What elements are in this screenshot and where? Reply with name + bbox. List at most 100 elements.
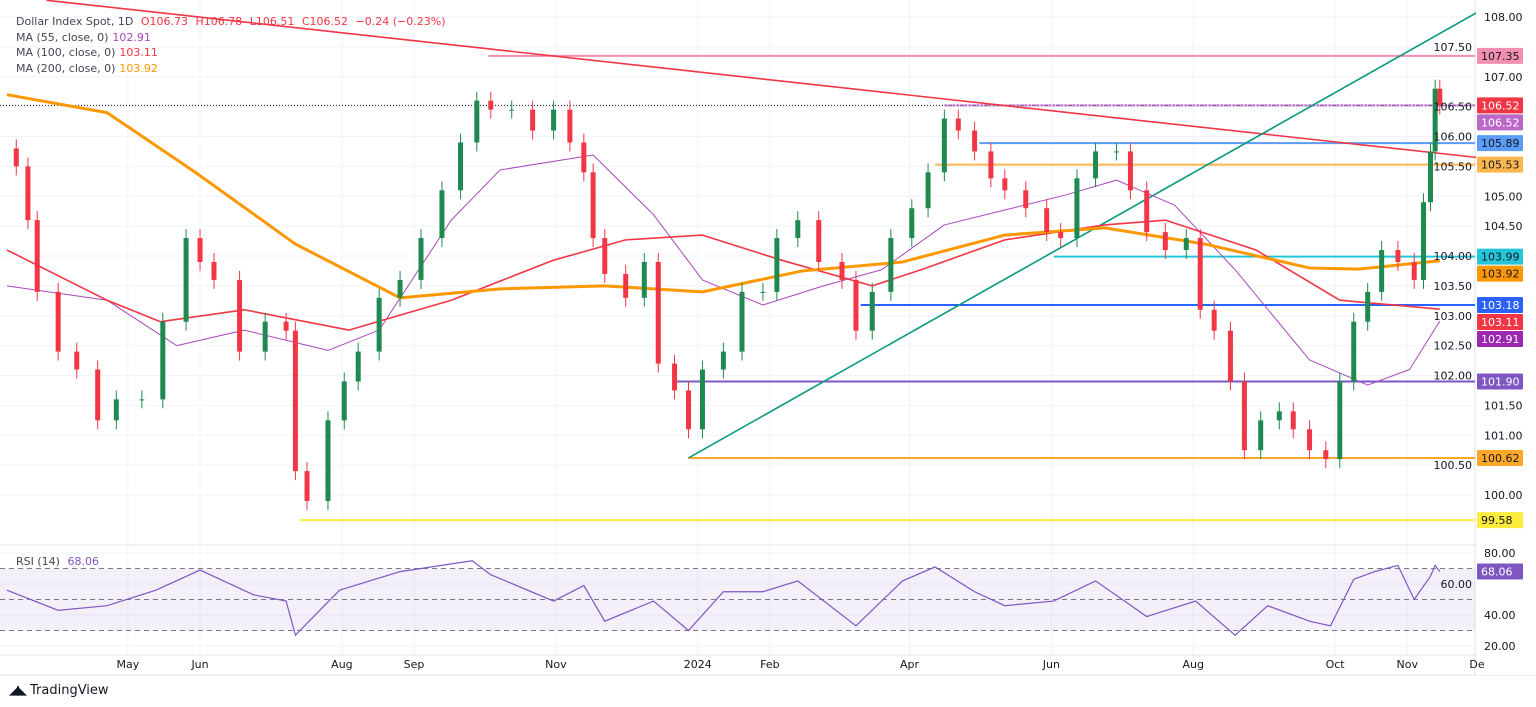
candle-body (774, 238, 780, 292)
candle-body (1258, 420, 1264, 451)
time-tick: Jun (190, 658, 208, 671)
level-badge-106.52-bg (1477, 114, 1523, 131)
level-badge-105.89-bg (1477, 135, 1523, 152)
price-tick: 106.00 (1434, 131, 1473, 144)
level-badge-105.89: 105.89 (1481, 137, 1520, 150)
candle-body (1337, 381, 1343, 460)
candle-body (1241, 381, 1247, 451)
candle-body (1044, 208, 1050, 233)
ma200-value: 103.92 (119, 61, 158, 75)
candle-body (795, 220, 801, 239)
candle-body (1323, 450, 1329, 460)
grid (0, 0, 1536, 676)
ma100-value: 103.11 (119, 46, 158, 59)
candle-body (720, 351, 726, 370)
candle-body (1365, 291, 1371, 322)
candle-body (439, 190, 445, 239)
level-badge-103.18-bg (1477, 296, 1523, 313)
rsi-legend[interactable]: RSI (14) 68.06 (16, 555, 99, 568)
candle-body (1395, 250, 1401, 262)
time-tick: Aug (1182, 658, 1203, 671)
candle-body (760, 291, 766, 293)
time-tick: Aug (331, 658, 352, 671)
level-badge-107.35: 107.35 (1481, 50, 1520, 63)
candle-body (655, 261, 661, 364)
candle-body (925, 172, 931, 209)
ma-badge-103.11: 103.11 (1481, 316, 1520, 329)
candle-body (160, 321, 166, 400)
price-tick: 101.50 (1484, 399, 1523, 412)
candle-body (1074, 178, 1080, 239)
candle-body (816, 220, 822, 262)
moving-averages (6, 93, 1441, 386)
candle-body (95, 369, 101, 421)
ma-badge-103.92: 103.92 (1481, 268, 1520, 281)
candle-body (1307, 429, 1313, 451)
ma-badge-102.91-bg (1477, 330, 1523, 347)
candle-body (941, 118, 947, 173)
candle-body (1197, 238, 1203, 310)
candle-body (1127, 151, 1133, 191)
candle-body (262, 321, 268, 352)
candle-body (1437, 88, 1443, 106)
time-tick: Feb (760, 658, 779, 671)
candle-body (325, 420, 331, 501)
high-value: H106.78 (195, 15, 243, 28)
rsi-label: RSI (14) (16, 555, 60, 568)
ma100-legend[interactable]: MA (100, close, 0) 103.11 (16, 45, 446, 61)
candle-body (55, 291, 61, 352)
symbol-legend: Dollar Index Spot, 1D O106.73 H106.78 L1… (16, 14, 446, 30)
rsi-tick: 20.00 (1484, 640, 1516, 653)
level-badge-100.62-bg (1477, 449, 1523, 466)
level-badge-103.99-bg (1477, 248, 1523, 265)
candle-body (197, 238, 203, 262)
time-axis[interactable]: May Jun Aug Sep Nov 2024 Feb Apr Jun Aug Oct Nov De (117, 658, 1485, 671)
candle-body (581, 142, 587, 173)
candle-body (739, 291, 745, 352)
candle-body (74, 351, 80, 370)
rsi-badge: 68.06 (1481, 566, 1513, 579)
rsi-value: 68.06 (67, 555, 99, 568)
candle-body (113, 399, 119, 421)
chart-legend: Dollar Index Spot, 1D O106.73 H106.78 L1… (16, 14, 446, 76)
candle-body (418, 238, 424, 280)
candle-body (211, 261, 217, 280)
candle-body (509, 109, 515, 111)
price-axis[interactable]: 100.00 100.50 101.00 101.50 102.00 102.50 103.… (1434, 0, 1536, 675)
time-tick: Oct (1326, 658, 1346, 671)
time-tick: Nov (545, 658, 567, 671)
candle-body (623, 273, 629, 298)
level-badge-99.58: 99.58 (1481, 514, 1513, 527)
time-tick: May (117, 658, 140, 671)
candle-body (853, 279, 859, 331)
candle-body (1421, 202, 1427, 280)
level-badge-103.18: 103.18 (1481, 299, 1520, 312)
tradingview-brand[interactable]: ◢◣ TradingView (9, 683, 109, 698)
ma200-legend[interactable]: MA (200, close, 0) 103.92 (16, 61, 446, 77)
candle-body (1023, 190, 1029, 209)
level-badge-101.90-bg (1477, 373, 1523, 390)
candle-body (567, 109, 573, 143)
rsi-tick: 60.00 (1441, 578, 1473, 591)
uptrend-line (688, 9, 1483, 459)
candle-body (283, 321, 289, 331)
candle-body (1432, 88, 1438, 152)
level-badge-100.62: 100.62 (1481, 452, 1520, 465)
candle-body (397, 279, 403, 298)
rsi-badge-bg (1477, 563, 1523, 580)
price-tick: 101.00 (1484, 429, 1523, 442)
candle-body (1002, 178, 1008, 191)
time-tick: De (1469, 658, 1484, 671)
candle-body (685, 390, 691, 430)
candle-body (1227, 330, 1233, 382)
ma-badge-102.91: 102.91 (1481, 333, 1520, 346)
close-value: C106.52 (301, 15, 349, 28)
price-tick: 104.00 (1434, 250, 1473, 263)
candle-body (909, 208, 915, 239)
rsi-tick: 40.00 (1484, 609, 1516, 622)
candle-body (672, 363, 678, 391)
ma200-label: MA (200, close, 0) (16, 61, 116, 75)
ma55-legend[interactable]: MA (55, close, 0) 102.91 (16, 30, 446, 46)
change-value: −0.24 (−0.23%) (355, 15, 446, 28)
